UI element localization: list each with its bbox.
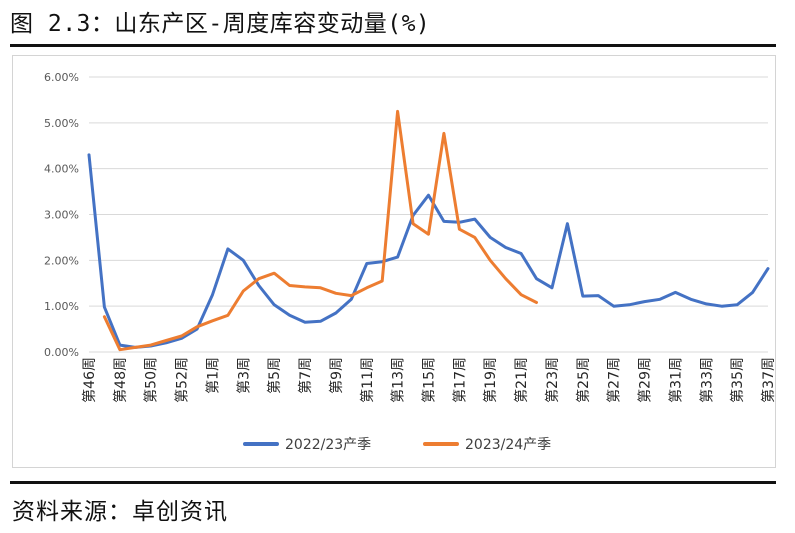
legend-label: 2022/23产季 bbox=[285, 437, 371, 453]
x-tick-label: 第29周 bbox=[637, 357, 654, 403]
bottom-rule bbox=[10, 481, 776, 484]
x-tick-label: 第1周 bbox=[204, 357, 221, 394]
x-tick-label: 第3周 bbox=[235, 357, 252, 394]
x-tick-label: 第23周 bbox=[544, 357, 561, 403]
gridlines bbox=[89, 76, 768, 353]
x-tick-labels: 第46周 第48周 第50周 第52周 第1周 第3周 第5周 第7周 第9周 第11周 第13周第… bbox=[81, 357, 775, 403]
series-line-1 bbox=[87, 153, 770, 349]
x-tick-label: 第50周 bbox=[143, 357, 160, 403]
y-tick-label: 0.00% bbox=[44, 346, 79, 359]
x-tick-label: 第27周 bbox=[606, 357, 623, 403]
x-tick-label: 第17周 bbox=[451, 357, 468, 403]
x-tick-label: 第48周 bbox=[112, 357, 129, 403]
x-tick-label: 第13周 bbox=[390, 357, 407, 403]
y-tick-label: 2.00% bbox=[44, 254, 79, 267]
x-tick-label: 第33周 bbox=[698, 357, 715, 403]
series-line-2 bbox=[102, 109, 538, 352]
top-rule bbox=[10, 44, 776, 47]
x-tick-label: 第19周 bbox=[482, 357, 499, 403]
y-tick-label: 3.00% bbox=[44, 209, 79, 222]
x-tick-label: 第15周 bbox=[421, 357, 438, 403]
x-tick-label: 第52周 bbox=[174, 357, 191, 403]
legend-label: 2023/24产季 bbox=[465, 437, 551, 453]
x-tick-label: 第35周 bbox=[729, 357, 746, 403]
series-lines bbox=[87, 109, 770, 352]
x-tick-label: 第11周 bbox=[359, 357, 376, 403]
y-tick-label: 4.00% bbox=[44, 163, 79, 176]
legend: 2022/23产季 2023/24产季 bbox=[243, 437, 551, 453]
line-chart: 0.00% 1.00% 2.00% 3.00% 4.00% 5.00% 6.00% 第46周… bbox=[44, 71, 775, 453]
x-tick-label: 第25周 bbox=[575, 357, 592, 403]
y-tick-label: 1.00% bbox=[44, 300, 79, 313]
chart-frame: 0.00% 1.00% 2.00% 3.00% 4.00% 5.00% 6.00% 第46周… bbox=[12, 55, 776, 468]
x-tick-label: 第21周 bbox=[513, 357, 530, 403]
x-tick-label: 第46周 bbox=[81, 357, 98, 403]
x-tick-label: 第37周 bbox=[760, 357, 775, 403]
y-tick-labels: 0.00% 1.00% 2.00% 3.00% 4.00% 5.00% 6.00% bbox=[44, 71, 79, 359]
x-tick-label: 第31周 bbox=[667, 357, 684, 403]
x-tick-label: 第5周 bbox=[266, 357, 283, 394]
y-tick-label: 5.00% bbox=[44, 117, 79, 130]
x-tick-label: 第7周 bbox=[297, 357, 314, 394]
y-tick-label: 6.00% bbox=[44, 71, 79, 84]
figure-title: 图 2.3：山东产区-周度库容变动量(%) bbox=[10, 11, 431, 37]
x-tick-label: 第9周 bbox=[328, 357, 345, 394]
source-note: 资料来源：卓创资讯 bbox=[12, 499, 228, 525]
